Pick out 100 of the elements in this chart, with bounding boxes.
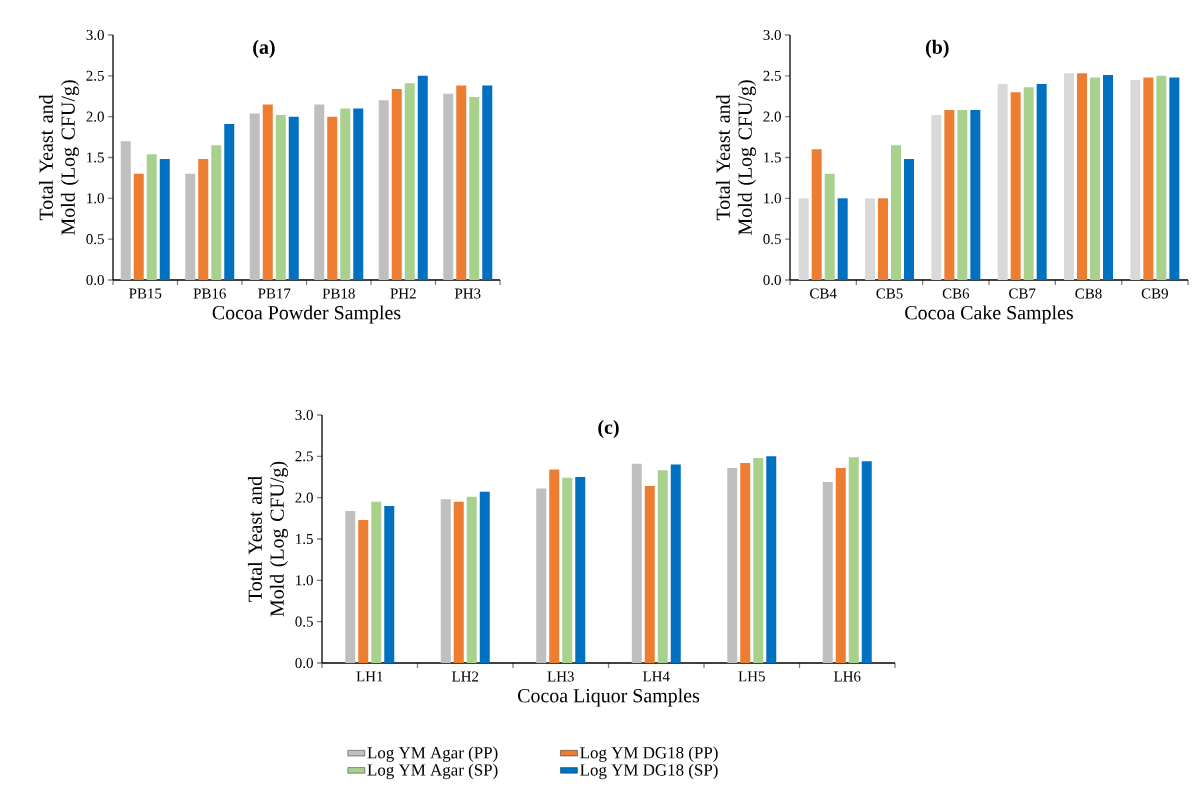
bar: [288, 116, 299, 280]
bar: [262, 104, 273, 280]
bar: [358, 519, 369, 663]
bar: [766, 456, 777, 663]
bar: [865, 198, 876, 280]
bar: [404, 83, 415, 280]
bar: [314, 104, 325, 280]
bar: [970, 110, 981, 280]
bar: [378, 100, 389, 280]
bar: [371, 501, 382, 663]
y-tick-label: 1.5: [296, 533, 313, 545]
x-tick-label: PB17: [258, 288, 291, 299]
bar: [417, 75, 428, 280]
y-tick-label: 1.5: [87, 152, 104, 163]
y-tick-label: 2.0: [763, 111, 781, 122]
chart-title: (c): [598, 419, 619, 439]
bar: [891, 145, 902, 280]
bar: [1077, 73, 1088, 280]
x-tick-label: CB5: [876, 288, 903, 299]
bar: [211, 145, 222, 280]
y-axis-title: Total Yeast and Mold (Log CFU/g): [247, 461, 288, 617]
y-tick-label: 0.5: [295, 616, 313, 627]
legend-label: Log YM DG18 (PP): [580, 746, 718, 762]
bar: [340, 108, 351, 280]
bar: [185, 173, 196, 280]
bar: [811, 149, 822, 280]
bar: [753, 457, 764, 663]
y-tick-label: 1.0: [764, 193, 781, 204]
y-tick-label: 0.5: [86, 234, 104, 245]
legend-label: Log YM DG18 (SP): [580, 763, 718, 780]
bar: [1156, 75, 1167, 280]
bar: [345, 510, 356, 663]
x-tick-label: PH2: [390, 288, 416, 299]
bar: [1010, 92, 1021, 280]
bar: [904, 159, 915, 280]
bar: [482, 85, 493, 280]
bar: [997, 83, 1008, 280]
bar: [453, 501, 464, 663]
bar: [536, 488, 547, 663]
bar: [1103, 75, 1114, 280]
bar: [944, 110, 955, 280]
bar: [1023, 87, 1034, 280]
y-tick-label: 1.0: [296, 575, 313, 586]
y-tick-label: 2.5: [763, 70, 781, 81]
bar: [740, 462, 751, 663]
bar: [848, 457, 859, 663]
bar: [1036, 83, 1047, 280]
bar: [657, 470, 668, 663]
bar: [824, 173, 835, 280]
bar: [835, 467, 846, 663]
bar: [575, 476, 586, 663]
chart-title: (a): [253, 39, 275, 58]
y-tick-label: 0.0: [86, 274, 104, 286]
x-tick-label: LH1: [356, 671, 383, 682]
x-tick-label: LH3: [547, 671, 574, 682]
x-tick-label: PB15: [129, 288, 162, 299]
x-axis-title: Cocoa Powder Samples: [212, 305, 401, 324]
chart-title: (b): [925, 39, 949, 58]
y-axis-title: Total Yeast and Mold (Log CFU/g): [715, 80, 756, 235]
x-axis-title: Cocoa Liquor Samples: [518, 688, 700, 707]
x-tick-label: LH4: [643, 671, 670, 682]
x-tick-label: CB9: [1141, 288, 1168, 299]
bar: [479, 491, 490, 663]
x-tick-label: CB7: [1009, 288, 1036, 299]
y-tick-label: 1.5: [764, 152, 781, 163]
bar: [1064, 73, 1075, 280]
bar: [861, 461, 872, 663]
y-tick-label: 0.0: [763, 274, 781, 286]
bar: [670, 464, 681, 663]
bar: [631, 463, 642, 663]
y-tick-label: 3.0: [763, 29, 781, 41]
bar: [275, 115, 286, 280]
y-tick-label: 0.0: [295, 657, 313, 669]
x-tick-label: CB6: [942, 288, 970, 299]
y-tick-label: 3.0: [86, 29, 104, 41]
bar: [384, 505, 395, 663]
x-tick-label: PB18: [322, 288, 355, 299]
y-axis-title: Total Yeast and Mold (Log CFU/g): [38, 80, 79, 235]
bar: [120, 141, 131, 280]
bar: [837, 198, 848, 280]
bar: [1090, 77, 1101, 280]
y-tick-label: 2.5: [86, 70, 104, 81]
bar: [440, 499, 451, 663]
bar: [798, 198, 809, 280]
bar: [466, 496, 477, 663]
bar: [1130, 79, 1141, 280]
bar: [878, 198, 889, 280]
bar: [562, 477, 573, 663]
bar: [644, 486, 655, 663]
y-tick-label: 0.5: [763, 234, 781, 245]
bar: [822, 481, 833, 663]
x-tick-label: PH3: [454, 288, 481, 299]
x-tick-label: LH2: [452, 671, 479, 682]
bar: [727, 467, 738, 663]
legend-label: Log YM Agar (SP): [367, 763, 498, 780]
bar: [957, 110, 968, 280]
x-tick-label: CB4: [810, 288, 837, 299]
bar: [353, 108, 364, 280]
y-tick-label: 3.0: [295, 409, 313, 421]
x-axis-title: Cocoa Cake Samples: [905, 305, 1073, 324]
